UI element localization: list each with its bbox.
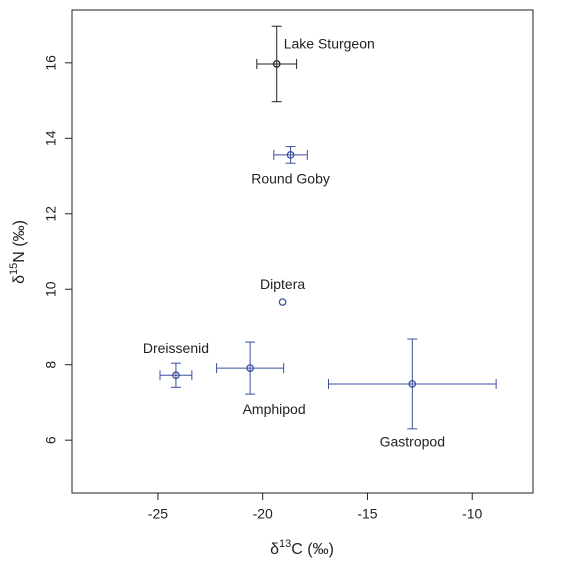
point bbox=[408, 380, 417, 388]
x-tick-label: -15 bbox=[357, 506, 377, 522]
plot-frame bbox=[71, 9, 534, 494]
y-tick-label: 6 bbox=[43, 436, 59, 444]
y-tick-label: 14 bbox=[43, 130, 59, 146]
x-tick-label: -10 bbox=[462, 506, 482, 522]
y-label-part: δ bbox=[11, 275, 28, 284]
x-label-part: δ bbox=[270, 541, 279, 558]
y-tick-label: 8 bbox=[43, 361, 59, 369]
x-tick-label: -25 bbox=[148, 506, 168, 522]
point bbox=[246, 364, 254, 372]
point-label: Diptera bbox=[260, 276, 305, 292]
x-label-part: C (‰) bbox=[291, 541, 334, 558]
point-label: Amphipod bbox=[243, 401, 306, 417]
point-label: Round Goby bbox=[251, 171, 330, 187]
y-label-sup: 15 bbox=[8, 263, 20, 275]
point bbox=[286, 151, 295, 159]
point bbox=[272, 60, 281, 68]
y-tick-label: 12 bbox=[43, 206, 59, 222]
x-axis-label: δ13C (‰) bbox=[270, 538, 334, 558]
point-label: Gastropod bbox=[380, 434, 445, 450]
point bbox=[172, 371, 180, 380]
point-label: Lake Sturgeon bbox=[284, 36, 375, 52]
y-label-part: N (‰) bbox=[11, 220, 28, 263]
y-tick-label: 10 bbox=[43, 281, 59, 297]
y-axis-label: δ15N (‰) bbox=[8, 220, 28, 284]
x-label-sup: 13 bbox=[279, 538, 291, 550]
y-tick-label: 16 bbox=[43, 55, 59, 71]
point-label: Dreissenid bbox=[143, 340, 209, 356]
point bbox=[278, 298, 287, 306]
x-tick-label: -20 bbox=[253, 506, 273, 522]
